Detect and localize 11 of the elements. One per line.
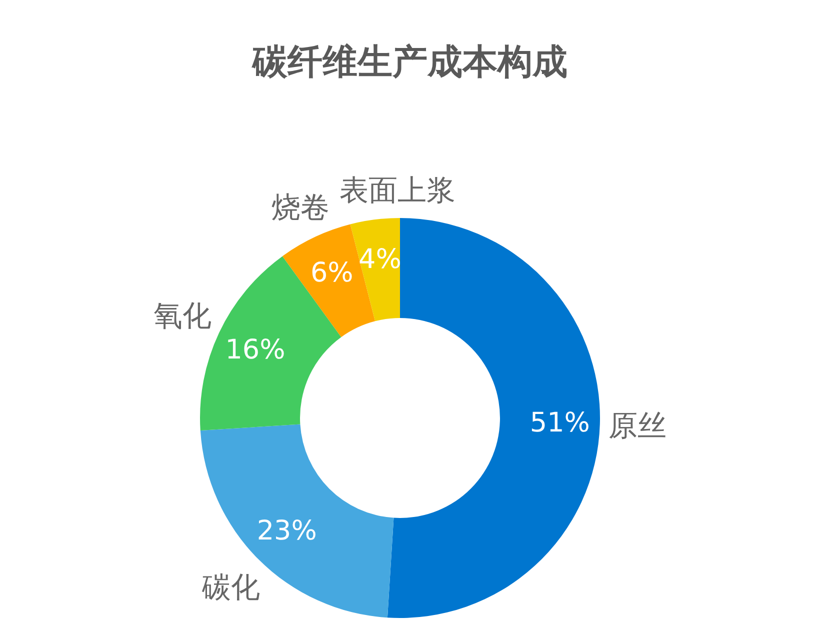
slice-label: 碳化 [201,570,260,604]
data-label: 23% [256,516,317,547]
data-label: 16% [225,334,286,366]
chart-title: 碳纤维生产成本构成 [252,42,568,82]
slice-label: 氧化 [153,298,212,333]
data-label: 51% [530,408,590,439]
data-label: 6% [310,258,354,289]
slice-label: 表面上浆 [340,173,456,208]
data-label: 4% [358,244,402,275]
slice-label: 烧卷 [272,190,330,224]
slice-label: 原丝 [608,408,666,442]
